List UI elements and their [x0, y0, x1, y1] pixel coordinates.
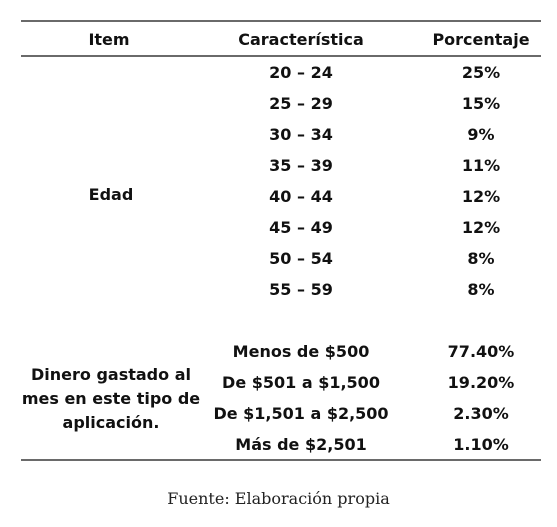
- header-porcentaje: Porcentaje: [432, 30, 530, 49]
- group-label-edad: Edad: [88, 185, 134, 204]
- table-cell-porcentaje: 12%: [461, 187, 501, 206]
- table-cell-caracteristica: 25 – 29: [269, 94, 333, 113]
- table-cell-caracteristica: De $1,501 a $2,500: [213, 404, 389, 423]
- group-label-dinero-gastado: Dinero gastado al mes en este tipo de ap…: [21, 365, 201, 432]
- header-caracteristica: Característica: [238, 30, 364, 49]
- table-cell-caracteristica: 35 – 39: [269, 156, 333, 175]
- table-cell-porcentaje: 9%: [467, 125, 495, 144]
- bottom-rule: [21, 459, 541, 461]
- table-cell-porcentaje: 15%: [461, 94, 501, 113]
- table-cell-porcentaje: 25%: [461, 63, 501, 82]
- table-cell-caracteristica: 55 – 59: [269, 280, 333, 299]
- table-cell-caracteristica: Menos de $500: [232, 342, 370, 361]
- table-cell-caracteristica: 45 – 49: [269, 218, 333, 237]
- header-item: Item: [88, 30, 130, 49]
- header-rule: [21, 55, 541, 57]
- source-caption: Fuente: Elaboración propia: [167, 489, 390, 508]
- table-cell-caracteristica: Más de $2,501: [235, 435, 367, 454]
- table-cell-caracteristica: 50 – 54: [269, 249, 333, 268]
- table-cell-porcentaje: 77.40%: [447, 342, 515, 361]
- table-cell-caracteristica: 30 – 34: [269, 125, 333, 144]
- table-cell-porcentaje: 2.30%: [453, 404, 509, 423]
- table-cell-porcentaje: 8%: [467, 249, 495, 268]
- table-cell-porcentaje: 19.20%: [447, 373, 515, 392]
- table-cell-caracteristica: 40 – 44: [269, 187, 333, 206]
- table-cell-porcentaje: 12%: [461, 218, 501, 237]
- table-cell-porcentaje: 1.10%: [453, 435, 509, 454]
- table-cell-caracteristica: De $501 a $1,500: [222, 373, 380, 392]
- table-cell-porcentaje: 11%: [461, 156, 501, 175]
- table-cell-porcentaje: 8%: [467, 280, 495, 299]
- table-cell-caracteristica: 20 – 24: [269, 63, 333, 82]
- top-rule: [21, 20, 541, 22]
